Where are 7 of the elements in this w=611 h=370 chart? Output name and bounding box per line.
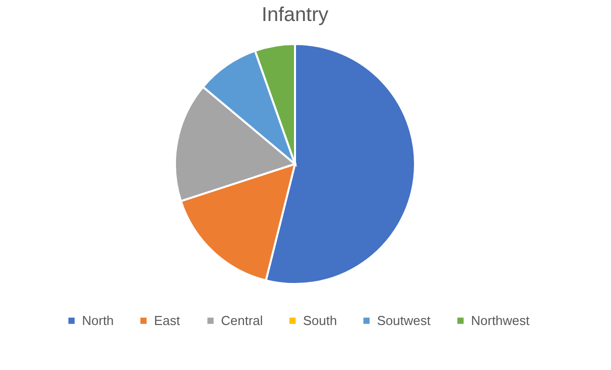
legend-label: Northwest xyxy=(471,312,530,328)
chart-title: Infantry xyxy=(262,4,328,26)
legend-label: Central xyxy=(221,312,264,328)
legend-label: Soutwest xyxy=(377,312,431,328)
legend-label: North xyxy=(82,312,114,328)
legend-label: East xyxy=(154,312,180,328)
legend-label: South xyxy=(303,312,337,328)
